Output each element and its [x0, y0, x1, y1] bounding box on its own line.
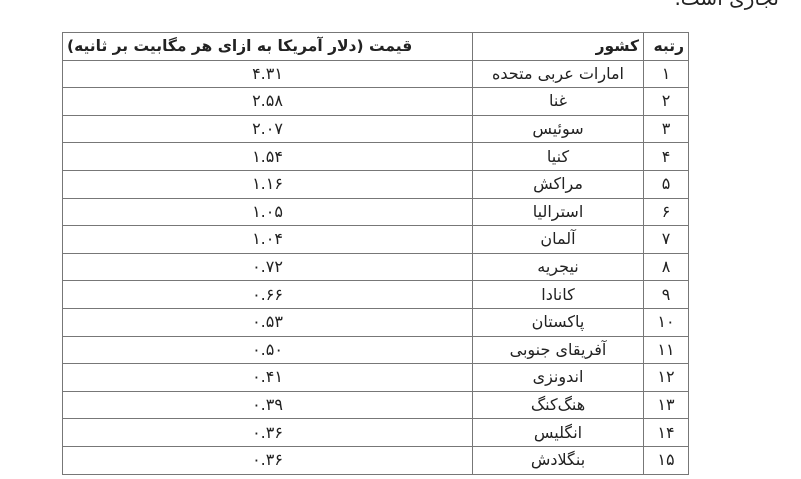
cell-rank: ۱ [643, 59, 689, 89]
cell-country: استرالیا [472, 197, 644, 227]
intro-text-fragment: تجاری است. [674, 0, 779, 10]
cell-country: امارات عربی متحده [472, 59, 644, 89]
cell-country: کانادا [472, 280, 644, 309]
table-row: ۱۲ اندونزی ۰.۴۱ [62, 363, 689, 392]
cell-country: اندونزی [472, 363, 644, 392]
cell-price: ۰.۷۲ [62, 252, 473, 282]
table-row: ۷ آلمان ۱.۰۴ [62, 225, 689, 254]
table-row: ۶ استرالیا ۱.۰۵ [62, 197, 689, 227]
cell-price: ۱.۰۵ [62, 197, 473, 227]
table-row: ۸ نیجریه ۰.۷۲ [62, 252, 689, 282]
table-row: ۱ امارات عربی متحده ۴.۳۱ [62, 59, 689, 89]
header-country: کشور [472, 32, 644, 61]
cell-rank: ۲ [643, 87, 689, 116]
cell-country: آفریقای جنوبی [472, 335, 644, 365]
cell-price: ۲.۰۷ [62, 114, 473, 144]
cell-price: ۰.۵۳ [62, 307, 473, 337]
cell-country: بنگلادش [472, 445, 644, 475]
cell-rank: ۸ [643, 252, 689, 282]
cell-rank: ۶ [643, 197, 689, 227]
cell-price: ۰.۵۰ [62, 335, 473, 365]
cell-rank: ۷ [643, 225, 689, 254]
table-row: ۱۳ هنگ‌کنگ ۰.۳۹ [62, 390, 689, 420]
cell-rank: ۱۵ [643, 445, 689, 475]
cell-price: ۱.۵۴ [62, 142, 473, 171]
cell-rank: ۱۳ [643, 390, 689, 420]
cell-country: سوئیس [472, 114, 644, 144]
cell-country: آلمان [472, 225, 644, 254]
cell-rank: ۵ [643, 169, 689, 199]
cell-country: هنگ‌کنگ [472, 390, 644, 420]
cell-country: انگلیس [472, 418, 644, 447]
table-row: ۹ کانادا ۰.۶۶ [62, 280, 689, 309]
cell-price: ۰.۳۶ [62, 418, 473, 447]
table-row: ۲ غنا ۲.۵۸ [62, 87, 689, 116]
table-row: ۱۰ پاکستان ۰.۵۳ [62, 307, 689, 337]
cell-country: پاکستان [472, 307, 644, 337]
cell-price: ۲.۵۸ [62, 87, 473, 116]
cell-rank: ۱۴ [643, 418, 689, 447]
cell-price: ۰.۶۶ [62, 280, 473, 309]
cell-rank: ۹ [643, 280, 689, 309]
table-row: ۵ مراکش ۱.۱۶ [62, 169, 689, 199]
cell-rank: ۱۱ [643, 335, 689, 365]
cell-price: ۱.۰۴ [62, 225, 473, 254]
header-price: قیمت (دلار آمریکا به ازای هر مگابیت بر ث… [62, 32, 473, 61]
cell-country: غنا [472, 87, 644, 116]
table-row: ۴ کنیا ۱.۵۴ [62, 142, 689, 171]
cell-rank: ۱۲ [643, 363, 689, 392]
cell-price: ۰.۴۱ [62, 363, 473, 392]
cell-rank: ۴ [643, 142, 689, 171]
cell-price: ۴.۳۱ [62, 59, 473, 89]
header-rank: رتبه [643, 32, 689, 61]
table-row: ۳ سوئیس ۲.۰۷ [62, 114, 689, 144]
table-header-row: رتبه کشور قیمت (دلار آمریکا به ازای هر م… [62, 32, 689, 61]
cell-price: ۰.۳۶ [62, 445, 473, 475]
table-row: ۱۵ بنگلادش ۰.۳۶ [62, 445, 689, 475]
cell-country: کنیا [472, 142, 644, 171]
price-table: رتبه کشور قیمت (دلار آمریکا به ازای هر م… [62, 32, 689, 475]
cell-rank: ۱۰ [643, 307, 689, 337]
cell-country: مراکش [472, 169, 644, 199]
cell-price: ۰.۳۹ [62, 390, 473, 420]
cell-rank: ۳ [643, 114, 689, 144]
table-row: ۱۴ انگلیس ۰.۳۶ [62, 418, 689, 447]
cell-country: نیجریه [472, 252, 644, 282]
table-row: ۱۱ آفریقای جنوبی ۰.۵۰ [62, 335, 689, 365]
cell-price: ۱.۱۶ [62, 169, 473, 199]
